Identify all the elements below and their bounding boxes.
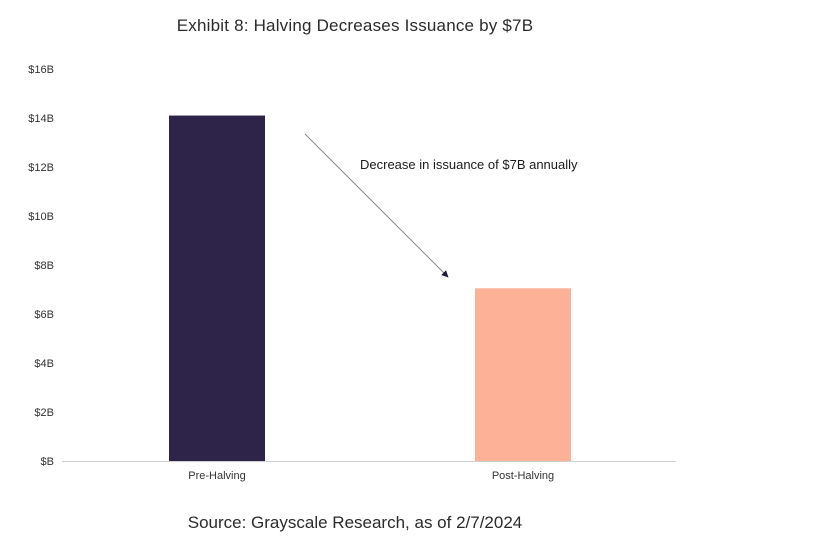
- x-axis-tick-labels: Pre-Halving Post-Halving: [188, 470, 554, 482]
- annotation-text: Decrease in issuance of $7B annually: [360, 157, 578, 172]
- y-tick-label: $16B: [28, 64, 54, 76]
- y-tick-label: $10B: [28, 211, 54, 223]
- y-tick-label: $2B: [34, 407, 54, 419]
- y-tick-label: $12B: [28, 162, 54, 174]
- y-tick-label: $14B: [28, 113, 54, 125]
- y-tick-label: $6B: [34, 309, 54, 321]
- bar-post-halving: [475, 288, 571, 461]
- y-axis-tick-labels: $B $2B $4B $6B $8B $10B $12B $14B $16B: [28, 64, 54, 468]
- y-tick-label: $B: [41, 456, 54, 468]
- chart-title: Exhibit 8: Halving Decreases Issuance by…: [176, 16, 534, 35]
- y-tick-label: $8B: [34, 260, 54, 272]
- bar-pre-halving: [169, 115, 265, 462]
- y-tick-label: $4B: [34, 358, 54, 370]
- bars: [169, 115, 571, 462]
- chart-source: Source: Grayscale Research, as of 2/7/20…: [187, 513, 523, 532]
- x-tick-label: Pre-Halving: [188, 470, 245, 482]
- x-tick-label: Post-Halving: [492, 470, 554, 482]
- annotation-arrow: [304, 133, 449, 278]
